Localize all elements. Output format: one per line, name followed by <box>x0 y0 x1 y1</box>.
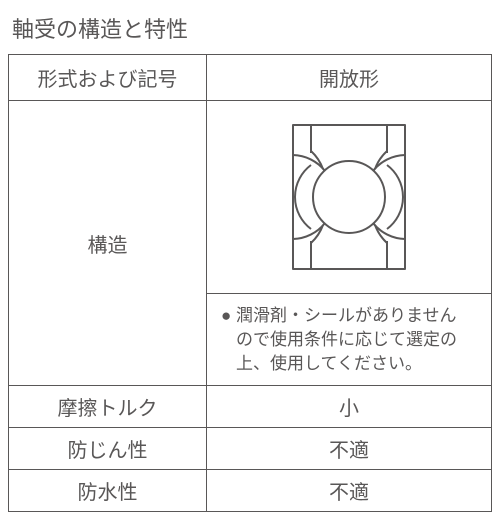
note-text: 潤滑剤・シールがありませんので使用条件に応じて選定の上、使用してください。 <box>236 304 470 375</box>
bearing-diagram-cell <box>207 101 492 294</box>
structure-label: 構造 <box>9 101 207 386</box>
waterproof-label: 防水性 <box>9 470 207 512</box>
dustproof-value: 不適 <box>207 428 492 470</box>
dustproof-label: 防じん性 <box>9 428 207 470</box>
note-bullet: ● <box>221 304 231 328</box>
col2-header: 開放形 <box>207 55 492 101</box>
friction-label: 摩擦トルク <box>9 386 207 428</box>
page-title: 軸受の構造と特性 <box>8 12 492 44</box>
col1-header: 形式および記号 <box>9 55 207 101</box>
spec-table: 形式および記号 開放形 構造 <box>8 54 492 512</box>
waterproof-value: 不適 <box>207 470 492 512</box>
structure-note: ● 潤滑剤・シールがありませんので使用条件に応じて選定の上、使用してください。 <box>207 294 492 386</box>
friction-value: 小 <box>207 386 492 428</box>
bearing-cross-section-icon <box>269 117 429 277</box>
